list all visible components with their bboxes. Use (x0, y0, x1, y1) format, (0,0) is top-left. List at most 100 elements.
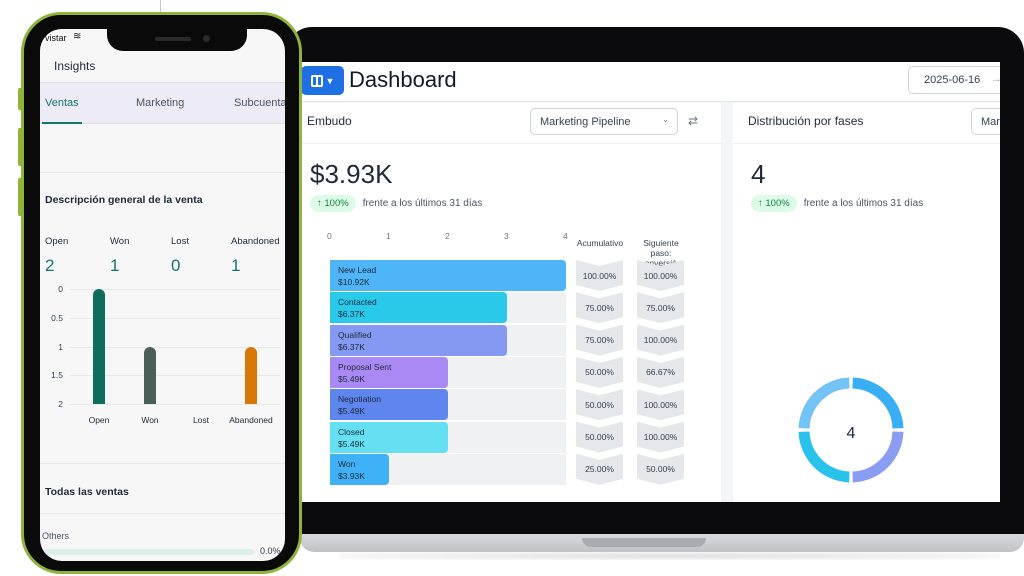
change-badge: ↑ 100% (310, 195, 356, 212)
next-step-cell: 50.00% (637, 453, 684, 485)
funnel-stage-label: Contacted $6.37K (338, 296, 377, 320)
funnel-stage-bar[interactable] (330, 260, 566, 291)
carrier-label: vistar (45, 33, 67, 43)
change-text: frente a los últimos 31 días (362, 198, 483, 209)
chevron-down-icon: ⌄ (662, 115, 669, 124)
funnel-stage-value: $6.37K (338, 341, 365, 352)
cumulative-header: Acumulativo (576, 238, 624, 248)
funnel-stage-bar[interactable] (330, 421, 448, 453)
funnel-stage-name: Won (338, 458, 356, 469)
funnel-stage-label: New Lead $10.92K (338, 264, 376, 288)
arrow-right-icon: → (991, 73, 1000, 85)
funnel-stage-bar[interactable] (330, 356, 448, 388)
change-badge: ↑ 100% (751, 195, 797, 212)
funnel-stage-label: Closed $5.49K (338, 426, 365, 450)
phone-side-button (18, 88, 23, 110)
funnel-trend: ↑ 100% frente a los últimos 31 días (310, 195, 482, 212)
funnel-stage-bar[interactable] (330, 324, 507, 356)
funnel-stage-name: Contacted (338, 297, 377, 308)
grid-line (70, 375, 280, 377)
dashboard-header: ▼ Dashboard 2025-06-16 → (296, 62, 1000, 102)
dashboard-screen: ▼ Dashboard 2025-06-16 → Embudo Marketin… (296, 62, 1000, 502)
distribution-donut (798, 377, 904, 483)
next-step-cell: 66.67% (637, 356, 684, 388)
distribution-select-value: Mar (981, 116, 1000, 128)
cable-line (160, 0, 161, 12)
front-camera (203, 35, 210, 42)
grid-line (70, 289, 280, 290)
grid-line (70, 317, 280, 319)
funnel-stage-value: $6.37K (338, 309, 365, 320)
active-tab-indicator (42, 122, 82, 124)
others-label: Others (42, 531, 70, 541)
donut-center-value: 4 (846, 425, 856, 442)
grid-line (70, 346, 280, 348)
x-axis-label: Open (88, 415, 110, 425)
funnel-stage-label: Qualified $6.37K (338, 329, 372, 353)
date-range-picker[interactable]: 2025-06-16 → (908, 66, 1000, 94)
y-axis-tick: 1.5 (51, 370, 63, 381)
funnel-stage-value: $10.92K (338, 277, 370, 287)
funnel-stage-bar[interactable] (330, 292, 507, 324)
y-axis-tick: 0 (58, 284, 63, 294)
phone-side-button (18, 178, 23, 216)
next-step-cell: 100.00% (637, 324, 684, 356)
cumulative-cell: 50.00% (576, 389, 623, 421)
cumulative-cell: 50.00% (576, 356, 623, 388)
distribution-title: Distribución por fases (748, 114, 864, 128)
stat-won-value: 1 (110, 256, 120, 275)
bar-abandoned[interactable] (245, 346, 257, 404)
phone-notch (107, 29, 247, 51)
tab-marketing[interactable]: Marketing (136, 97, 185, 109)
sliders-icon[interactable]: ⇄ (688, 114, 699, 128)
funnel-stage-value: $5.49K (338, 438, 365, 449)
pipeline-select[interactable]: Marketing Pipeline ⌄ (530, 108, 678, 135)
funnel-axis-tick: 4 (563, 231, 568, 241)
funnel-stage-name: Qualified (338, 329, 372, 340)
layout-toggle-button[interactable]: ▼ (301, 66, 344, 95)
stat-lost-value: 0 (171, 256, 181, 275)
donut-segment[interactable] (798, 377, 850, 429)
donut-segment[interactable] (852, 377, 904, 429)
next-step-cell: 100.00% (637, 389, 684, 421)
donut-segment[interactable] (852, 431, 904, 483)
funnel-stage-name: New Lead (338, 265, 377, 275)
distribution-select[interactable]: Mar (971, 108, 1000, 135)
cumulative-cell: 25.00% (576, 453, 623, 485)
phone-screen: vistar ≋ Insights Ventas Marketing Subcu… (40, 29, 285, 561)
funnel-stage-name: Negotiation (338, 394, 382, 405)
divider (40, 172, 285, 173)
tab-ventas[interactable]: Ventas (45, 97, 79, 109)
pipeline-select-value: Marketing Pipeline (540, 116, 631, 128)
distribution-trend: ↑ 100% frente a los últimos 31 días (751, 195, 923, 212)
stat-open-value: 2 (45, 256, 55, 275)
cumulative-cell: 50.00% (576, 421, 623, 453)
stat-abandoned-value: 1 (231, 256, 241, 275)
y-axis-tick: 2 (58, 399, 63, 409)
x-axis-label: Lost (192, 415, 210, 425)
date-start: 2025-06-16 (924, 74, 981, 86)
bar-won[interactable] (144, 346, 156, 404)
wifi-icon: ≋ (73, 31, 82, 42)
change-text: frente a los últimos 31 días (803, 198, 924, 209)
stat-lost-label: Lost (171, 236, 189, 247)
bar-open[interactable] (93, 289, 105, 404)
page-title: Dashboard (349, 67, 457, 92)
funnel-stage-value: $3.93K (338, 470, 365, 481)
next-step-header: Siguiente paso: conversión (640, 238, 682, 268)
funnel-stage-label: Won $3.93K (338, 458, 365, 482)
funnel-stage-bar[interactable] (330, 389, 448, 421)
layout-icon (310, 74, 323, 87)
stat-open-label: Open (45, 236, 69, 247)
funnel-stage-value: $5.49K (338, 406, 365, 417)
funnel-axis-tick: 3 (504, 231, 509, 241)
stat-abandoned-label: Abandoned (231, 236, 280, 247)
donut-segment[interactable] (798, 431, 850, 483)
funnel-stage-bar[interactable] (330, 453, 389, 485)
laptop-shadow (340, 552, 1000, 560)
tab-subcuenta[interactable]: Subcuenta (234, 97, 285, 109)
cumulative-cell: 75.00% (576, 324, 623, 356)
phone-side-button (18, 128, 23, 166)
stat-won-label: Won (110, 236, 130, 247)
